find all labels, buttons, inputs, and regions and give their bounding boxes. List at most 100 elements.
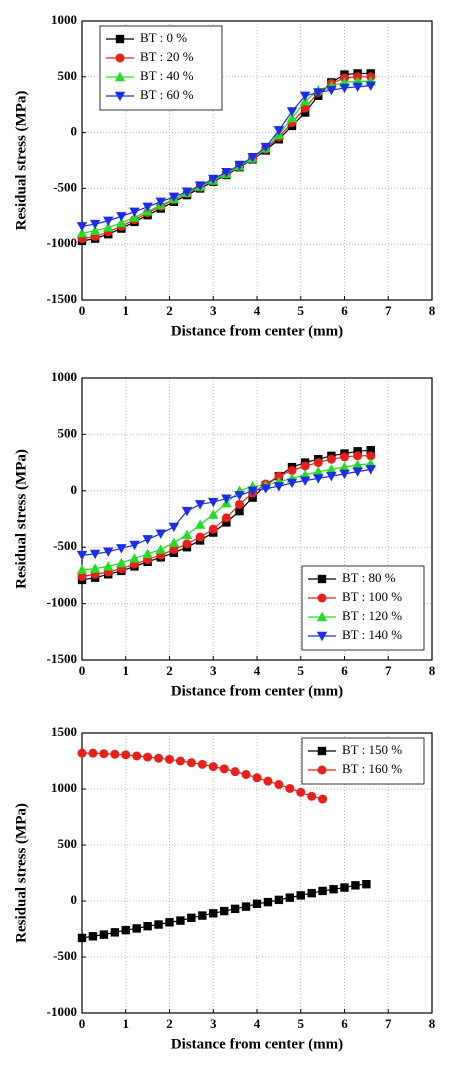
legend-marker bbox=[114, 91, 126, 102]
marker bbox=[365, 81, 376, 91]
marker bbox=[89, 219, 101, 230]
y-tick-label: 0 bbox=[71, 892, 78, 907]
y-tick-label: -1500 bbox=[47, 651, 77, 666]
marker bbox=[230, 904, 240, 914]
x-tick-label: 6 bbox=[341, 303, 348, 318]
legend-label: BT : 120 % bbox=[342, 608, 402, 623]
marker bbox=[165, 918, 174, 927]
marker bbox=[132, 924, 141, 933]
x-tick-label: 7 bbox=[385, 1016, 392, 1031]
marker bbox=[208, 762, 218, 772]
marker bbox=[89, 563, 101, 573]
plot-frame bbox=[81, 20, 433, 301]
x-tick-label: 7 bbox=[385, 663, 392, 678]
legend-label: BT : 40 % bbox=[140, 68, 194, 83]
x-tick-label: 5 bbox=[298, 663, 305, 678]
marker bbox=[76, 564, 88, 574]
marker bbox=[352, 82, 363, 93]
marker bbox=[209, 909, 218, 918]
x-tick-label: 2 bbox=[166, 303, 173, 318]
marker bbox=[273, 126, 285, 136]
marker bbox=[307, 791, 317, 801]
x-tick-label: 4 bbox=[254, 303, 261, 318]
legend-marker bbox=[317, 574, 327, 584]
marker bbox=[168, 522, 180, 533]
marker bbox=[116, 217, 127, 228]
marker bbox=[221, 494, 232, 504]
marker bbox=[194, 519, 206, 529]
marker bbox=[103, 222, 114, 232]
marker bbox=[313, 474, 324, 484]
x-tick-label: 0 bbox=[79, 1016, 86, 1031]
marker bbox=[76, 550, 88, 561]
marker bbox=[129, 540, 140, 551]
marker bbox=[154, 753, 164, 763]
marker bbox=[116, 212, 127, 222]
x-axis-title: Distance from center (mm) bbox=[171, 1036, 343, 1052]
marker bbox=[142, 548, 153, 559]
x-tick-label: 6 bbox=[341, 1016, 348, 1031]
y-tick-label: 0 bbox=[71, 124, 78, 139]
series-line bbox=[81, 468, 371, 556]
x-tick-label: 8 bbox=[429, 303, 436, 318]
legend-marker bbox=[316, 631, 328, 642]
marker bbox=[221, 168, 232, 178]
marker bbox=[77, 572, 87, 582]
marker bbox=[252, 899, 262, 908]
x-tick-label: 2 bbox=[166, 1016, 173, 1031]
marker bbox=[326, 454, 336, 464]
x-axis-title: Distance from center (mm) bbox=[171, 683, 343, 699]
plot-frame bbox=[81, 732, 433, 1014]
legend-label: BT : 100 % bbox=[342, 589, 402, 604]
marker bbox=[103, 547, 114, 557]
marker bbox=[121, 925, 130, 935]
marker bbox=[235, 499, 244, 509]
marker bbox=[181, 529, 193, 539]
y-tick-label: -1000 bbox=[47, 595, 77, 610]
x-tick-label: 8 bbox=[429, 663, 436, 678]
marker bbox=[318, 794, 328, 804]
marker bbox=[208, 509, 219, 519]
marker bbox=[154, 920, 163, 929]
marker bbox=[318, 886, 327, 896]
marker bbox=[169, 544, 179, 554]
y-tick-label: 1000 bbox=[51, 12, 77, 27]
legend-marker bbox=[115, 53, 125, 63]
y-tick-label: 1500 bbox=[51, 724, 77, 739]
marker bbox=[366, 451, 376, 461]
x-tick-label: 1 bbox=[123, 1016, 130, 1031]
marker bbox=[286, 107, 298, 117]
marker bbox=[260, 142, 271, 153]
legend-marker bbox=[316, 611, 328, 622]
x-tick-label: 5 bbox=[298, 1016, 305, 1031]
y-tick-label: 500 bbox=[58, 68, 78, 83]
marker bbox=[186, 758, 196, 768]
marker bbox=[260, 484, 271, 494]
marker bbox=[274, 471, 284, 481]
marker bbox=[299, 476, 311, 486]
marker bbox=[77, 933, 87, 943]
legend-label: BT : 160 % bbox=[342, 761, 402, 776]
legend-label: BT : 20 % bbox=[140, 49, 194, 64]
marker bbox=[326, 464, 337, 474]
marker bbox=[175, 756, 185, 766]
x-tick-label: 1 bbox=[123, 303, 130, 318]
legend-marker bbox=[317, 593, 327, 603]
legend-label: BT : 140 % bbox=[342, 627, 402, 642]
y-axis-title: Residual stress (MPa) bbox=[13, 449, 29, 589]
marker bbox=[313, 458, 323, 468]
x-tick-label: 4 bbox=[254, 1016, 261, 1031]
y-tick-label: 500 bbox=[58, 836, 78, 851]
marker bbox=[103, 561, 114, 571]
marker bbox=[296, 787, 306, 797]
marker bbox=[89, 225, 101, 236]
marker bbox=[194, 181, 206, 191]
marker bbox=[365, 465, 376, 475]
marker bbox=[285, 783, 295, 793]
marker bbox=[263, 776, 273, 786]
y-tick-label: -1000 bbox=[47, 1004, 77, 1019]
legend-label: BT : 80 % bbox=[342, 570, 396, 585]
x-tick-label: 0 bbox=[79, 663, 86, 678]
marker bbox=[132, 751, 142, 761]
